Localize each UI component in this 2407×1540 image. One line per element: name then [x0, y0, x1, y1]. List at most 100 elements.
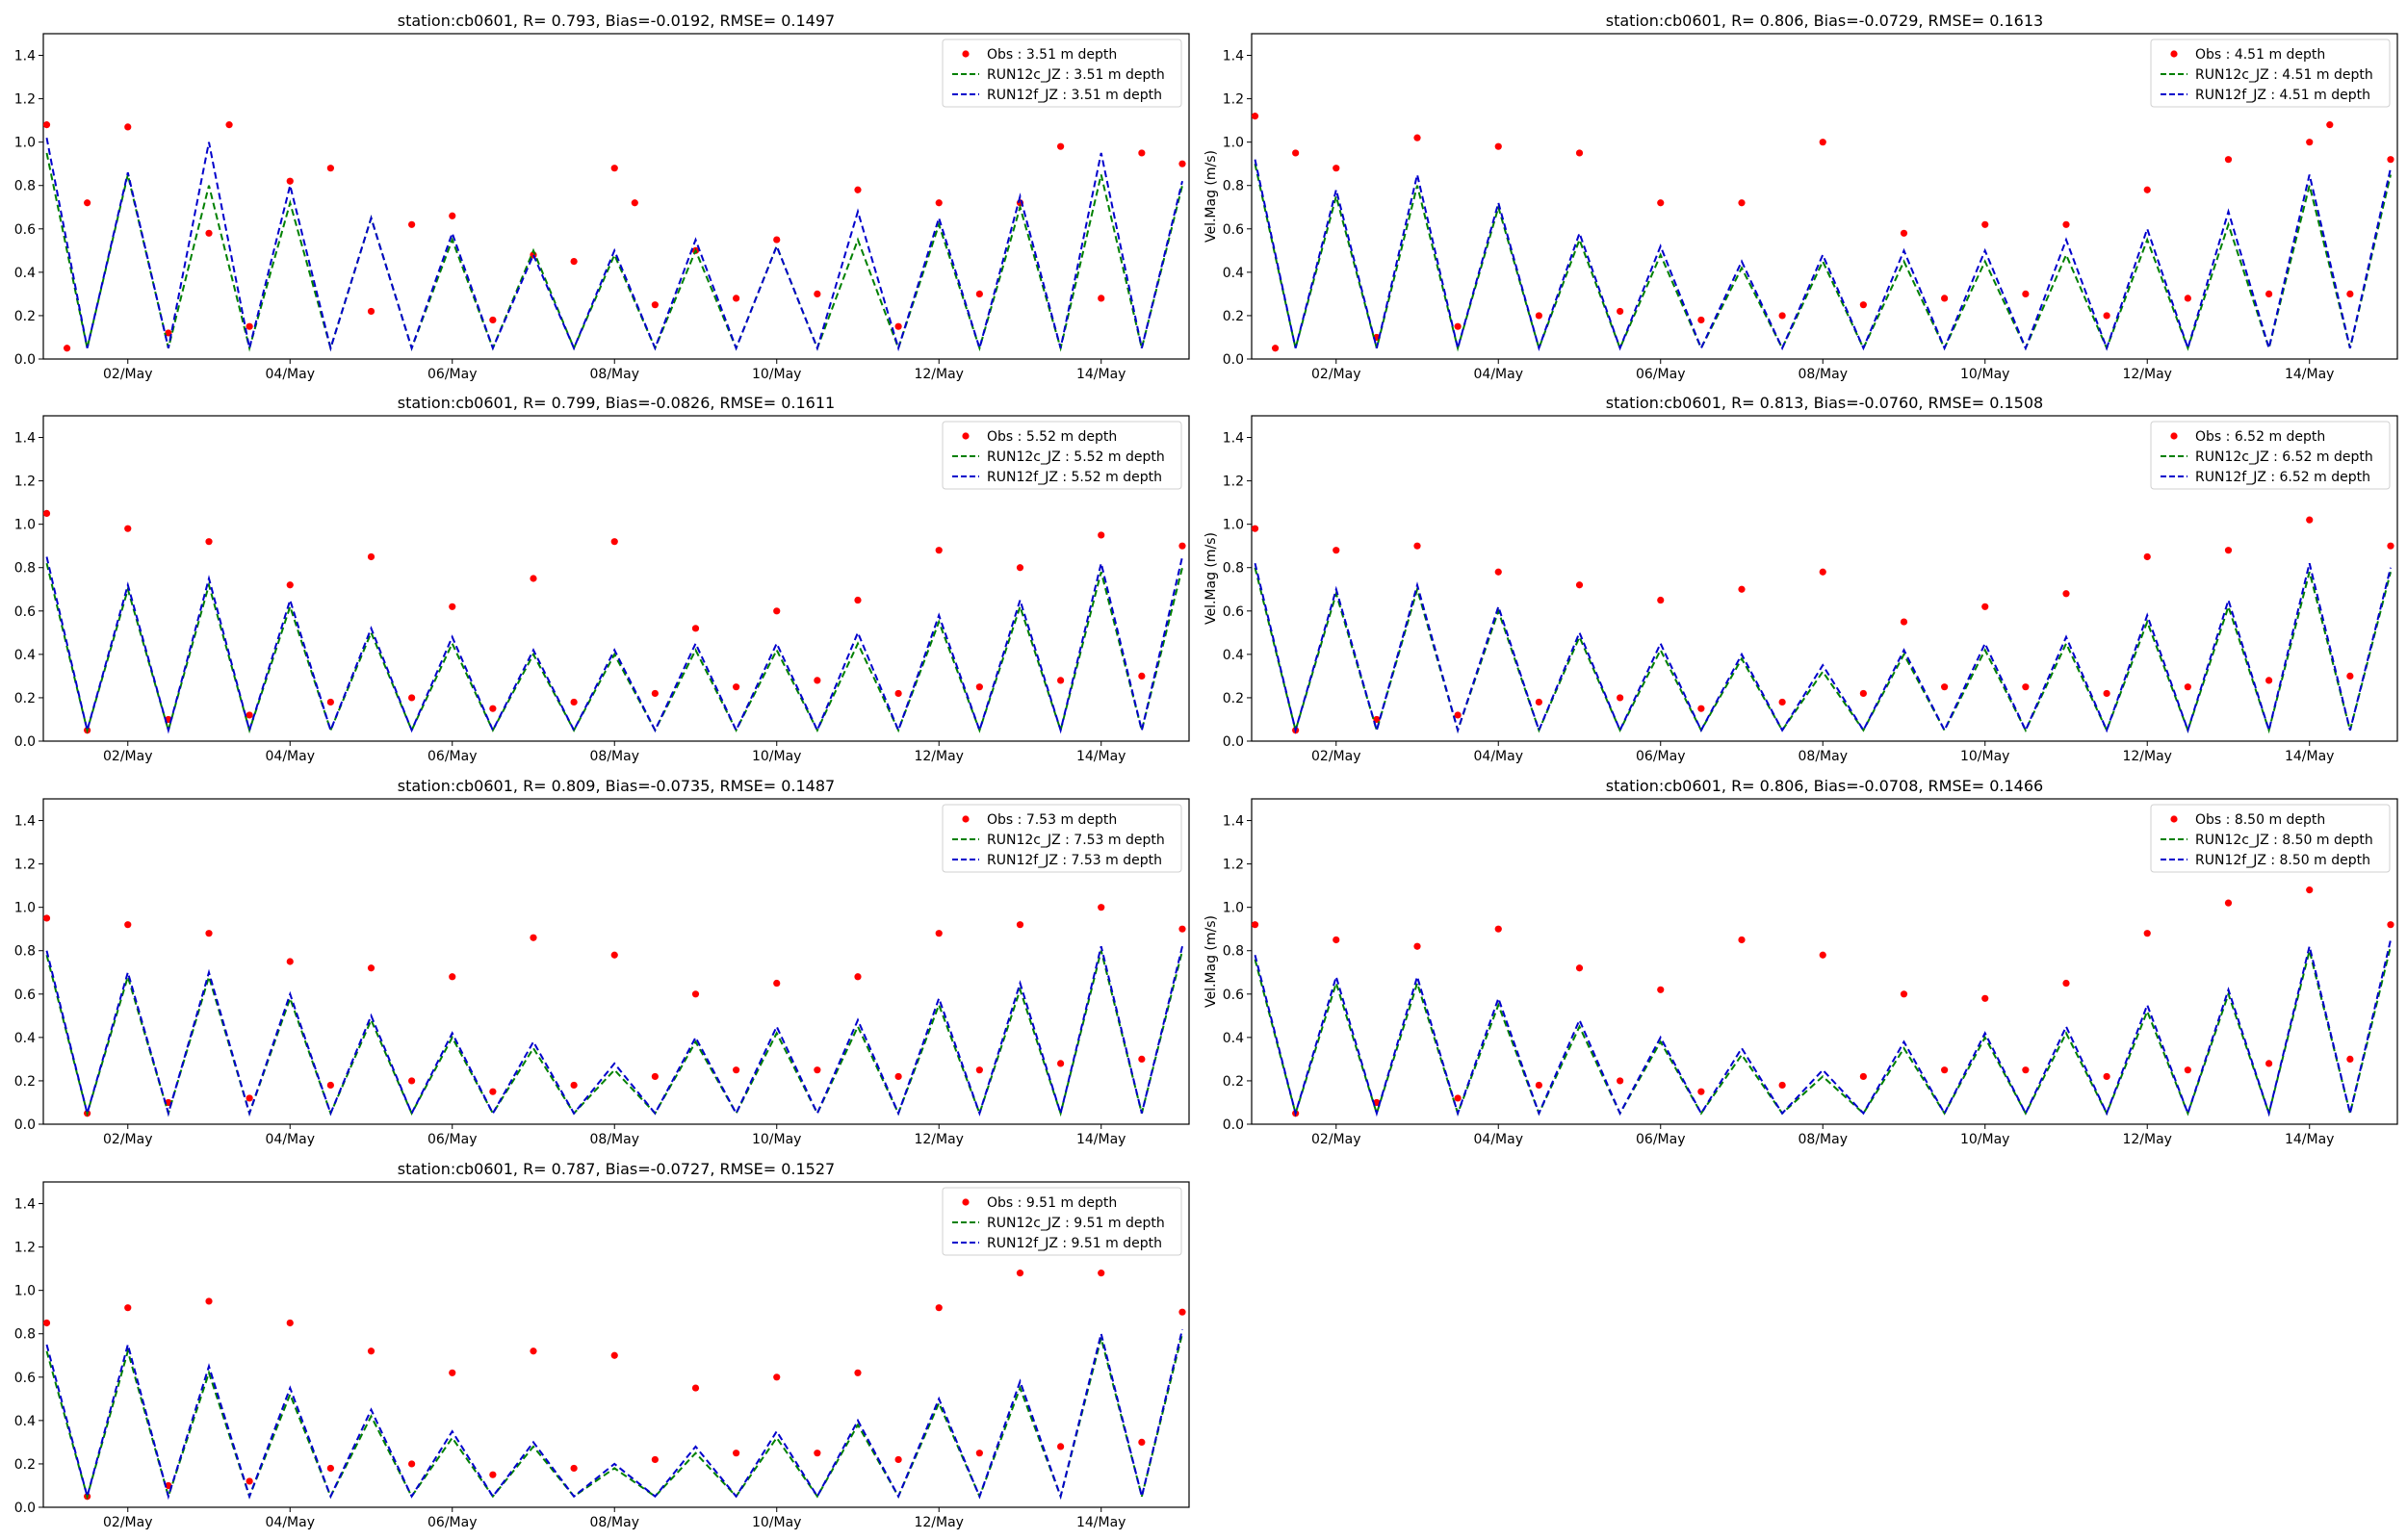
y-tick-label: 1.2 — [1223, 92, 1244, 108]
obs-point — [124, 1304, 132, 1312]
chart-panel-6: station:cb0601, R= 0.806, Bias=-0.0708, … — [1204, 777, 2398, 1147]
obs-point — [1016, 921, 1024, 929]
data-layer — [1252, 886, 2394, 1117]
x-tick-label: 06/May — [427, 749, 477, 764]
x-tick-label: 12/May — [914, 367, 963, 382]
obs-point — [165, 1481, 172, 1490]
obs-point — [2346, 290, 2354, 297]
obs-point — [975, 1450, 983, 1457]
legend-entry: RUN12f_JZ : 8.50 m depth — [2195, 853, 2370, 868]
obs-point — [1535, 312, 1542, 320]
x-tick-label: 10/May — [752, 749, 801, 764]
obs-point — [894, 1072, 902, 1081]
x-tick-label: 10/May — [752, 1132, 801, 1147]
y-tick-label: 1.4 — [1223, 49, 1244, 64]
legend-entry: RUN12c_JZ : 5.52 m depth — [987, 449, 1165, 465]
y-axis-label: Vel.Mag (m/s) — [1204, 532, 1219, 625]
y-tick-label: 0.8 — [1223, 944, 1244, 960]
obs-point — [854, 1369, 862, 1376]
x-tick-label: 04/May — [266, 367, 315, 382]
legend-entry: Obs : 4.51 m depth — [2195, 47, 2325, 63]
obs-point — [408, 220, 416, 228]
obs-point — [1138, 149, 1146, 157]
y-tick-label: 0.8 — [14, 944, 36, 960]
y-tick-label: 0.4 — [1223, 648, 1244, 663]
obs-point — [1657, 596, 1665, 604]
obs-point — [367, 964, 375, 972]
x-tick-label: 02/May — [1311, 749, 1360, 764]
obs-point — [1252, 525, 1259, 532]
obs-point — [894, 322, 902, 330]
obs-point — [1454, 1094, 1462, 1102]
obs-point — [326, 1464, 334, 1473]
obs-point — [1138, 1438, 1146, 1446]
run12f-line — [1254, 159, 2392, 352]
obs-point — [1900, 990, 1908, 998]
y-tick-label: 1.2 — [14, 92, 36, 108]
legend-entry: Obs : 9.51 m depth — [987, 1195, 1117, 1211]
obs-point — [773, 1373, 781, 1381]
x-tick-label: 14/May — [1076, 1132, 1126, 1147]
data-layer — [1252, 113, 2394, 352]
legend: Obs : 7.53 m depth RUN12c_JZ : 7.53 m dep… — [942, 804, 1182, 873]
legend-box — [2150, 804, 2391, 873]
x-tick-label: 04/May — [266, 1132, 315, 1147]
y-tick-label: 1.4 — [1223, 431, 1244, 447]
legend: Obs : 8.50 m depth RUN12c_JZ : 8.50 m dep… — [2150, 804, 2391, 873]
obs-point — [326, 698, 334, 706]
y-tick-label: 1.0 — [14, 901, 36, 916]
obs-point — [1738, 585, 1746, 593]
x-tick-label: 14/May — [2285, 367, 2334, 382]
x-tick-label: 12/May — [2122, 367, 2171, 382]
legend-entry: RUN12f_JZ : 7.53 m depth — [987, 853, 1162, 868]
legend-box — [2150, 38, 2391, 108]
obs-point — [449, 973, 456, 981]
x-tick-label: 08/May — [590, 1132, 639, 1147]
chart-title: station:cb0601, R= 0.806, Bias=-0.0729, … — [1606, 12, 2043, 30]
legend-obs-marker — [962, 432, 970, 440]
x-tick-label: 02/May — [1311, 1132, 1360, 1147]
x-tick-label: 08/May — [590, 367, 639, 382]
obs-point — [489, 1471, 497, 1478]
legend-box — [2150, 421, 2391, 490]
obs-point — [1292, 149, 1300, 157]
obs-point — [1738, 199, 1746, 207]
x-tick-label: 08/May — [1799, 367, 1848, 382]
obs-point — [651, 1072, 659, 1081]
chart-panel-4: station:cb0601, R= 0.813, Bias=-0.0760, … — [1204, 394, 2398, 764]
obs-point — [2062, 590, 2070, 598]
run12f-line — [1254, 562, 2392, 734]
y-axis-label: Vel.Mag (m/s) — [1204, 915, 1219, 1008]
obs-point — [1617, 694, 1624, 702]
obs-point — [1900, 229, 1908, 237]
obs-point — [2224, 156, 2233, 164]
obs-point — [814, 677, 821, 684]
obs-point — [43, 121, 51, 129]
obs-point — [1494, 925, 1502, 933]
legend-box — [942, 1187, 1182, 1256]
obs-point — [1575, 964, 1584, 972]
obs-point — [854, 596, 862, 604]
obs-point — [1535, 698, 1542, 706]
y-tick-label: 0.8 — [14, 561, 36, 577]
obs-point — [2022, 290, 2030, 297]
obs-point — [489, 1088, 497, 1095]
legend-entry: Obs : 8.50 m depth — [2195, 812, 2325, 828]
obs-point — [530, 934, 537, 941]
obs-point — [610, 538, 618, 546]
obs-point — [814, 1450, 821, 1457]
obs-point — [1333, 165, 1340, 172]
data-layer — [43, 509, 1186, 734]
legend: Obs : 4.51 m depth RUN12c_JZ : 4.51 m dep… — [2150, 38, 2391, 108]
x-tick-label: 02/May — [103, 749, 152, 764]
y-tick-label: 1.4 — [14, 49, 36, 64]
obs-point — [1575, 581, 1584, 589]
run12f-line — [45, 138, 1183, 352]
obs-point — [286, 958, 294, 965]
legend-entry: RUN12f_JZ : 5.52 m depth — [987, 470, 1162, 485]
obs-point — [814, 290, 821, 297]
obs-point — [2184, 295, 2191, 302]
obs-point — [326, 1081, 334, 1090]
obs-point — [631, 199, 638, 207]
obs-point — [1819, 568, 1826, 576]
